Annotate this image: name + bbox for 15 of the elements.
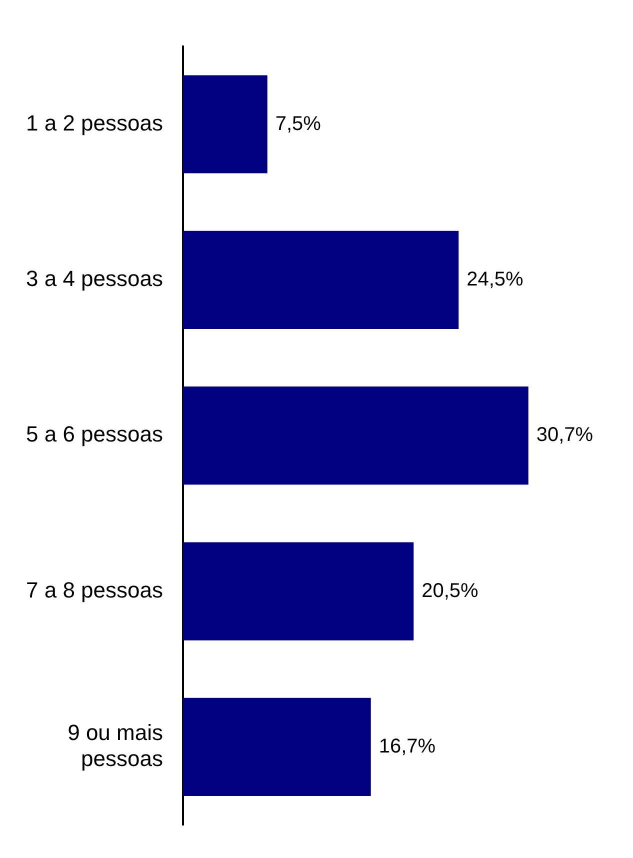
y-tick-label: 5 a 6 pessoas (26, 422, 163, 447)
bar (182, 698, 371, 796)
data-label: 24,5% (466, 268, 524, 290)
bar (182, 386, 528, 485)
data-label: 30,7% (536, 424, 594, 446)
y-tick-label: 1 a 2 pessoas (26, 110, 163, 136)
bar (182, 75, 268, 174)
y-tick-label: 3 a 4 pessoas (26, 266, 163, 291)
data-label: 16,7% (378, 735, 436, 758)
y-tick-label: 9 ou mais pessoas (68, 720, 163, 772)
data-label: 7,5% (275, 112, 322, 135)
y-tick-label: 7 a 8 pessoas (26, 577, 163, 602)
bar (182, 542, 414, 640)
data-label: 20,5% (422, 580, 479, 602)
bar (182, 230, 459, 329)
